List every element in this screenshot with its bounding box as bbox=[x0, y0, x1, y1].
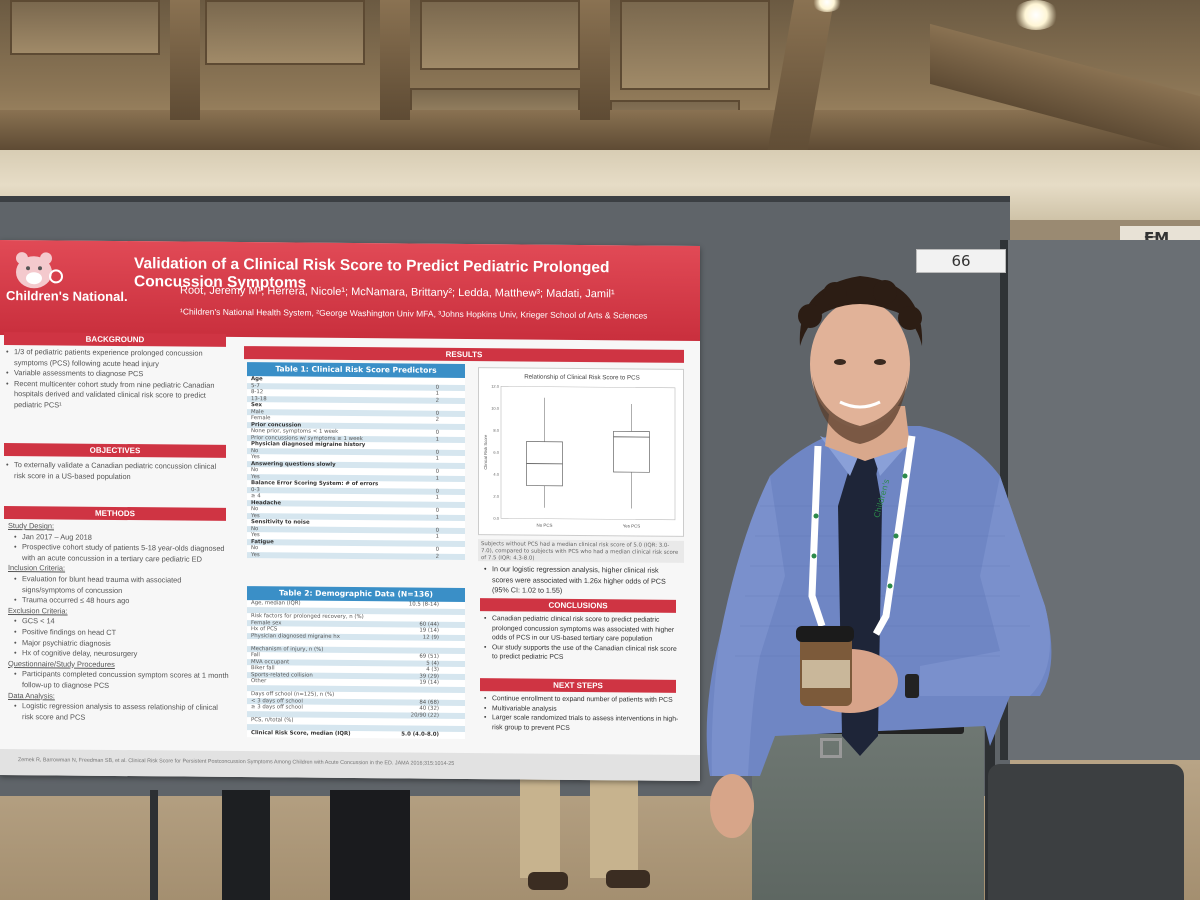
y-tick-label: 6.0 bbox=[493, 450, 499, 455]
box bbox=[613, 430, 650, 473]
ceiling-panel bbox=[620, 0, 770, 90]
objectives-item: To externally validate a Canadian pediat… bbox=[6, 460, 228, 483]
board-leg bbox=[150, 790, 158, 900]
reference-text: Zemek R, Barrowman N, Freedman SB, et al… bbox=[18, 757, 455, 767]
y-tick-label: 0.0 bbox=[493, 516, 499, 521]
ceiling-panel bbox=[10, 0, 160, 55]
ceiling-beam bbox=[170, 0, 200, 120]
methods-heading: METHODS bbox=[4, 505, 226, 521]
background-person-shoe bbox=[606, 870, 650, 888]
table-cell-value: 2 bbox=[435, 553, 439, 560]
ceiling-panel bbox=[420, 0, 580, 70]
background-person-leg bbox=[330, 790, 410, 900]
results-list: In our logistic regression analysis, hig… bbox=[484, 564, 680, 597]
y-tick-label: 12.0 bbox=[491, 384, 500, 389]
y-tick-label: 4.0 bbox=[493, 472, 499, 477]
table-body: Age 5-7 0 8-12 1 13-18 2 Sex Male 0 Female 2 Pr… bbox=[247, 376, 465, 561]
background-person-shoe bbox=[528, 872, 568, 890]
chart-title: Relationship of Clinical Risk Score to P… bbox=[524, 374, 640, 382]
study-design-item: Prospective cohort study of patients 5-1… bbox=[8, 542, 230, 565]
inclusion-item: Evaluation for blunt head trauma with as… bbox=[8, 574, 230, 597]
next-steps-item: Larger scale randomized trials to assess… bbox=[484, 713, 680, 734]
exclusion-item: Hx of cognitive delay, neurosurgery bbox=[8, 648, 230, 661]
table-cell-label: Clinical Risk Score, median (IQR) bbox=[251, 730, 351, 738]
plot-area bbox=[500, 386, 676, 521]
table-cell-label: Yes bbox=[251, 551, 260, 558]
chair bbox=[988, 764, 1184, 900]
background-heading: BACKGROUND bbox=[4, 331, 226, 347]
research-poster: Children's National. Validation of a Cli… bbox=[0, 239, 700, 782]
ceiling-light bbox=[1013, 0, 1059, 30]
next-steps-heading: NEXT STEPS bbox=[480, 678, 676, 693]
presenter-person bbox=[706, 276, 1052, 838]
ceiling-beam bbox=[580, 0, 610, 120]
analysis-item: Logistic regression analysis to assess r… bbox=[8, 701, 230, 724]
table-row: Clinical Risk Score, median (IQR) 5.0 (4.… bbox=[247, 730, 465, 738]
conclusions-heading: CONCLUSIONS bbox=[480, 598, 676, 613]
results-item: In our logistic regression analysis, hig… bbox=[484, 564, 680, 597]
y-tick-label: 8.0 bbox=[493, 428, 499, 433]
objectives-list: To externally validate a Canadian pediat… bbox=[6, 460, 228, 483]
background-list: 1/3 of pediatric patients experience pro… bbox=[6, 347, 228, 412]
background-item: 1/3 of pediatric patients experience pro… bbox=[6, 347, 228, 370]
y-axis-label: Clinical Risk Score bbox=[483, 434, 488, 470]
conclusions-item: Canadian pediatric clinical risk score t… bbox=[484, 614, 680, 644]
y-tick-label: 2.0 bbox=[493, 494, 499, 499]
logo-text: Children's National. bbox=[6, 287, 128, 305]
ceiling-panel bbox=[205, 0, 365, 65]
background-person-leg bbox=[520, 778, 560, 878]
x-tick-label: Yes PCS bbox=[623, 523, 640, 528]
table-row: Yes 2 bbox=[247, 551, 465, 561]
conclusions-list: Canadian pediatric clinical risk score t… bbox=[484, 614, 680, 663]
results-heading: RESULTS bbox=[244, 346, 684, 363]
chart-svg: Relationship of Clinical Risk Score to P… bbox=[483, 374, 676, 529]
person-trousers bbox=[752, 720, 984, 900]
ceiling-light bbox=[812, 0, 842, 12]
inclusion-item: Trauma occurred ≤ 48 hours ago bbox=[8, 595, 230, 608]
poster-affiliations: ¹Children's National Health System, ²Geo… bbox=[180, 306, 648, 321]
box-plot-chart: Relationship of Clinical Risk Score to P… bbox=[478, 367, 684, 537]
objectives-heading: OBJECTIVES bbox=[4, 442, 226, 458]
y-tick-label: 10.0 bbox=[491, 406, 500, 411]
risk-score-predictors-table: Table 1: Clinical Risk Score Predictors … bbox=[247, 362, 465, 561]
belt-buckle bbox=[820, 738, 842, 758]
methods-body: Study Design: Jan 2017 – Aug 2018 Prospe… bbox=[8, 521, 230, 724]
next-steps-list: Continue enrollment to expand number of … bbox=[484, 694, 680, 734]
background-item: Recent multicenter cohort study from nin… bbox=[6, 379, 228, 413]
conclusions-item: Our study supports the use of the Canadi… bbox=[484, 643, 680, 664]
bear-logo-icon bbox=[16, 252, 63, 289]
x-tick-label: No PCS bbox=[537, 523, 553, 528]
chart-caption: Subjects without PCS had a median clinic… bbox=[478, 539, 684, 563]
questionnaire-item: Participants completed concussion sympto… bbox=[8, 669, 230, 692]
background-person-leg bbox=[590, 778, 638, 878]
table-cell-value: 5.0 (4.0-8.0) bbox=[401, 731, 439, 738]
poster-authors: Root, Jeremy M¹; Herrera, Nicole¹; McNam… bbox=[180, 284, 615, 301]
poster-header: Children's National. Validation of a Cli… bbox=[0, 239, 700, 342]
background-person-leg bbox=[222, 790, 270, 900]
demographic-data-table: Table 2: Demographic Data (N=136) Age, m… bbox=[247, 586, 465, 739]
ceiling-beam bbox=[380, 0, 410, 120]
board-number: 66 bbox=[916, 249, 1006, 273]
table-body: Age, median (IQR) 10.5 (8-14) Risk factors… bbox=[247, 600, 465, 738]
